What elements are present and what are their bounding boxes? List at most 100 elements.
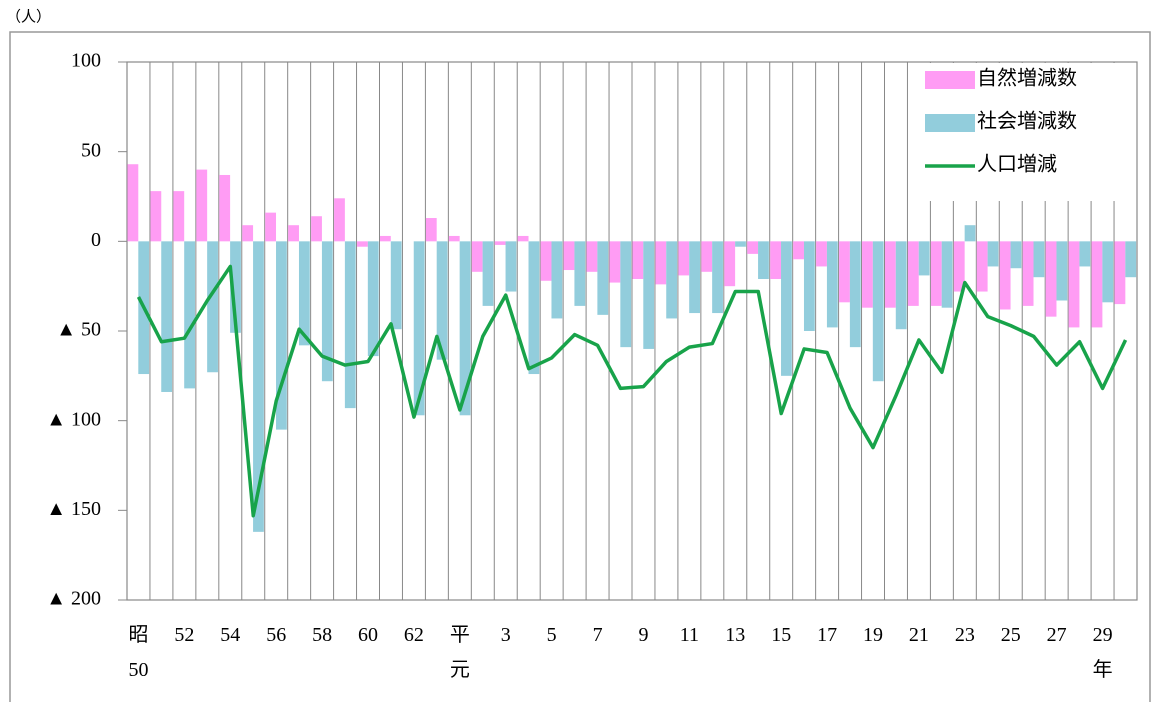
y-tick-label: ▲ 100 bbox=[46, 408, 101, 430]
bar bbox=[298, 241, 310, 346]
bar bbox=[643, 241, 655, 349]
x-tick-label: 9 bbox=[638, 624, 649, 646]
bar bbox=[551, 241, 563, 319]
bar bbox=[895, 241, 907, 330]
bar bbox=[321, 241, 333, 382]
bar bbox=[758, 241, 769, 279]
bar bbox=[747, 241, 759, 254]
legend-swatch bbox=[925, 114, 975, 132]
legend-label: 社会増減数 bbox=[977, 110, 1077, 133]
bar bbox=[1091, 241, 1103, 328]
x-tick-label: 62 bbox=[403, 624, 424, 646]
bar bbox=[678, 241, 690, 276]
bar bbox=[1079, 241, 1091, 267]
bar bbox=[127, 164, 139, 242]
bar bbox=[862, 241, 873, 308]
bar bbox=[1022, 241, 1034, 306]
x-tick-label: 60 bbox=[358, 624, 379, 646]
bar bbox=[219, 174, 231, 242]
bar bbox=[150, 191, 162, 242]
bar bbox=[586, 241, 598, 272]
bar bbox=[1056, 241, 1068, 301]
x-tick-label: 11 bbox=[679, 624, 699, 646]
bar bbox=[655, 241, 667, 285]
bar bbox=[288, 225, 299, 242]
bar bbox=[230, 241, 241, 333]
bar bbox=[1125, 241, 1137, 278]
legend-swatch bbox=[925, 71, 975, 89]
bar bbox=[930, 241, 942, 306]
line bbox=[136, 264, 1128, 518]
bar bbox=[826, 241, 838, 328]
bar bbox=[1102, 241, 1114, 303]
x-tick-label: 3 bbox=[500, 624, 511, 646]
bar bbox=[735, 241, 746, 247]
x-tick-label: 27 bbox=[1046, 624, 1067, 646]
bar bbox=[724, 241, 736, 287]
bar bbox=[380, 235, 391, 242]
bar bbox=[253, 241, 264, 532]
y-tick-label: ▲ 200 bbox=[46, 588, 101, 610]
bar bbox=[540, 241, 552, 281]
bar bbox=[357, 241, 368, 247]
bar bbox=[173, 191, 185, 242]
bar bbox=[918, 241, 930, 276]
bar bbox=[436, 241, 448, 360]
bar bbox=[471, 241, 483, 272]
bar bbox=[505, 241, 517, 292]
bar bbox=[632, 241, 644, 279]
bar bbox=[242, 225, 254, 242]
bar bbox=[793, 241, 804, 260]
unit-label: （人） bbox=[6, 8, 51, 25]
bar bbox=[872, 241, 884, 382]
bar bbox=[1045, 241, 1057, 317]
bar bbox=[161, 241, 173, 392]
bar bbox=[494, 241, 506, 245]
bar bbox=[849, 241, 861, 348]
bar bbox=[666, 241, 678, 319]
x-tick-label: 58 bbox=[312, 624, 333, 646]
bar bbox=[517, 235, 529, 242]
x-tick-label: 19 bbox=[863, 624, 884, 646]
x-tick-label: 7 bbox=[592, 624, 603, 646]
bar bbox=[207, 241, 218, 373]
bar bbox=[816, 241, 827, 267]
bar bbox=[999, 241, 1011, 310]
y-tick-label: ▲ 50 bbox=[56, 319, 101, 341]
bar bbox=[712, 241, 723, 314]
bar bbox=[597, 241, 609, 315]
bar bbox=[334, 198, 345, 242]
bar bbox=[1010, 241, 1022, 269]
bar bbox=[184, 241, 195, 389]
bar bbox=[425, 218, 437, 242]
y-tick-label: 100 bbox=[71, 50, 101, 72]
bar bbox=[196, 169, 208, 242]
bar bbox=[574, 241, 586, 306]
bar bbox=[413, 241, 425, 416]
x-tick-label: 25 bbox=[1000, 624, 1021, 646]
bar bbox=[459, 241, 471, 416]
bar bbox=[953, 241, 965, 292]
x-tick-label: 5 bbox=[546, 624, 557, 646]
bar bbox=[344, 241, 356, 409]
bar bbox=[620, 241, 632, 348]
x-tick-label: 29 年 bbox=[1092, 624, 1113, 681]
bar bbox=[563, 241, 575, 271]
bar bbox=[701, 241, 713, 272]
bar bbox=[276, 241, 287, 430]
x-tick-label: 21 bbox=[908, 624, 929, 646]
y-tick-label: 0 bbox=[91, 229, 101, 251]
x-tick-label: 昭 50 bbox=[128, 624, 149, 681]
bar bbox=[528, 241, 540, 375]
bar bbox=[482, 241, 494, 306]
bar bbox=[964, 225, 976, 242]
y-tick-label: ▲ 150 bbox=[46, 498, 101, 520]
bar bbox=[907, 241, 919, 306]
bar bbox=[976, 241, 988, 292]
x-tick-label: 56 bbox=[266, 624, 287, 646]
bar bbox=[941, 241, 953, 308]
bar bbox=[781, 241, 792, 376]
x-tick-label: 17 bbox=[817, 624, 838, 646]
x-tick-label: 54 bbox=[220, 624, 241, 646]
